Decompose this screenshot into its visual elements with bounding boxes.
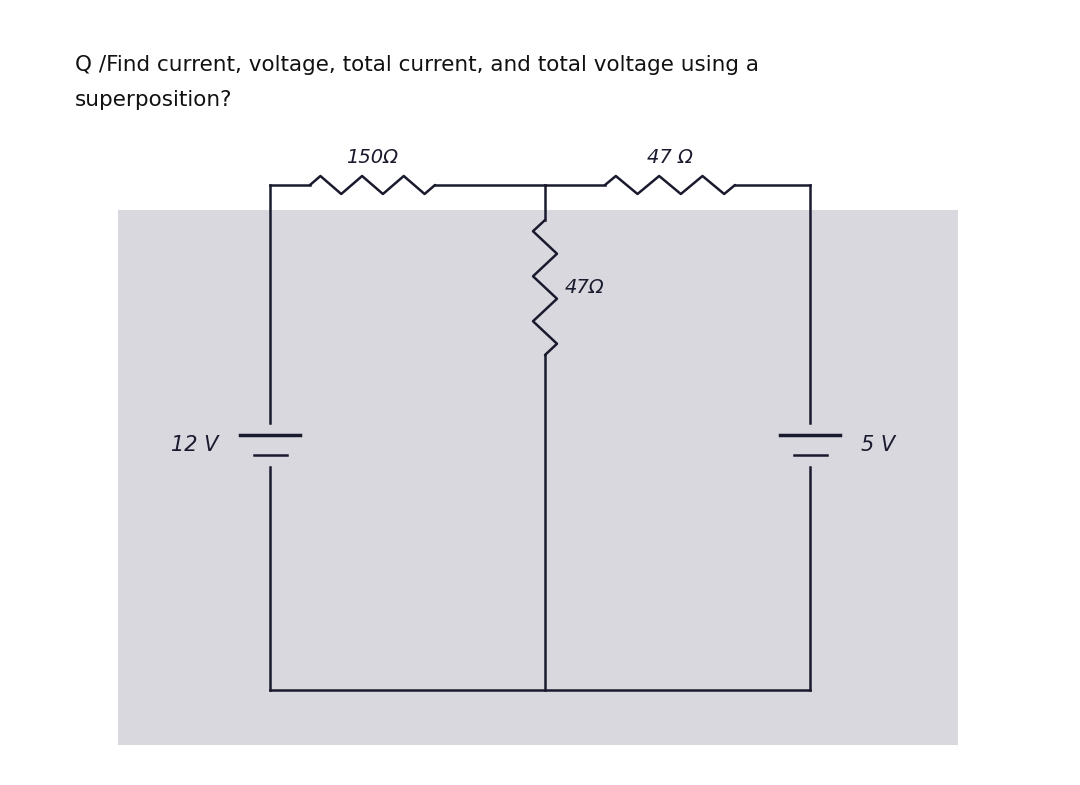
Text: 12 V: 12 V: [172, 435, 218, 455]
Text: 47Ω: 47Ω: [565, 278, 605, 297]
Text: 5 V: 5 V: [861, 435, 895, 455]
Bar: [118, 210, 958, 745]
Text: 47 Ω: 47 Ω: [647, 148, 693, 167]
Text: 150Ω: 150Ω: [347, 148, 399, 167]
Text: Q /Find current, voltage, total current, and total voltage using a: Q /Find current, voltage, total current,…: [75, 55, 759, 75]
Text: superposition?: superposition?: [75, 90, 232, 110]
